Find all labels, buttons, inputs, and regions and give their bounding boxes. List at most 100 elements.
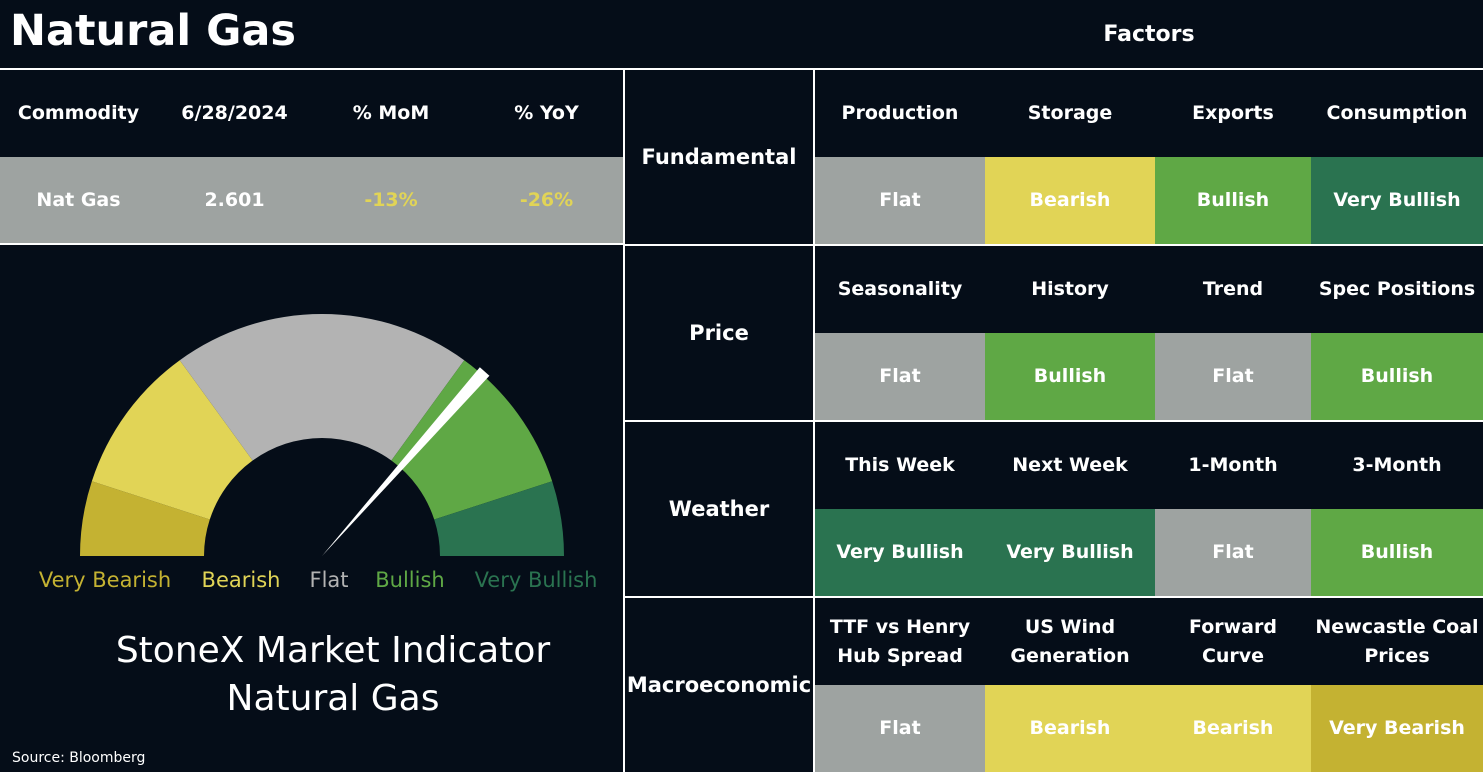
category-cell: Weather	[625, 422, 813, 596]
factor-signal-cell: Bearish	[985, 685, 1155, 772]
factor-signal-cell: Flat	[815, 333, 985, 420]
factor-name-cell: 1-Month	[1155, 422, 1311, 509]
factor-signal: Flat	[879, 717, 921, 739]
factor-signal-cell: Flat	[815, 685, 985, 772]
factor-name: 1-Month	[1188, 454, 1278, 476]
table-header-cell: % MoM	[312, 70, 470, 157]
factor-name: Seasonality	[837, 278, 963, 300]
category-cell: Price	[625, 246, 813, 420]
factor-signal-cell: Bearish	[1155, 685, 1311, 772]
indicator-title: Natural Gas	[227, 678, 440, 719]
factor-name: Newcastle Coal	[1315, 615, 1479, 638]
factor-name-cell: Newcastle Coal Prices	[1311, 598, 1483, 685]
gauge-needle	[322, 367, 490, 556]
factor-signal-cell: Very Bearish	[1311, 685, 1483, 772]
factor-name-cell: This Week	[815, 422, 985, 509]
factor-signal-cell: Very Bullish	[985, 509, 1155, 596]
factor-signal: Flat	[879, 189, 921, 211]
column-header: % MoM	[352, 102, 430, 124]
factor-signal-cell: Bullish	[1155, 157, 1311, 244]
gauge-label: Flat	[309, 568, 348, 592]
factor-signal-cell: Flat	[815, 157, 985, 244]
category-cell: Fundamental	[625, 70, 813, 244]
factor-name-cell: History	[985, 246, 1155, 333]
gauge-label: Bullish	[375, 568, 444, 592]
gauge: StoneX Market Indicator Natural Gas Sour…	[12, 314, 598, 766]
factor-signal: Very Bullish	[836, 541, 964, 563]
factor-name: Generation	[1010, 644, 1130, 667]
gauge-segment	[434, 481, 564, 556]
table-cell: 2.601	[157, 157, 312, 243]
factor-signal: Very Bullish	[1333, 189, 1461, 211]
column-header: Commodity	[17, 102, 140, 124]
factor-name-cell: Consumption	[1311, 70, 1483, 157]
column-header: 6/28/2024	[181, 102, 288, 124]
gauge-segment	[80, 481, 210, 556]
factor-signal: Flat	[1212, 541, 1254, 563]
factor-signal-cell: Flat	[1155, 333, 1311, 420]
category-label: Price	[689, 320, 749, 345]
page-title: Natural Gas	[10, 6, 297, 56]
factor-name-cell: Seasonality	[815, 246, 985, 333]
category-label: Weather	[668, 496, 770, 521]
factors-title: Factors	[1103, 21, 1195, 47]
column-header: % YoY	[514, 102, 579, 124]
factor-name: Spec Positions	[1318, 278, 1476, 300]
gauge-segment	[91, 360, 253, 520]
source: Source: Bloomberg	[12, 750, 145, 766]
factor-name-cell: Storage	[985, 70, 1155, 157]
header-bar	[0, 0, 1483, 68]
factor-name: Next Week	[1012, 454, 1128, 476]
gauge-segment	[391, 360, 553, 520]
factor-signal: Flat	[879, 365, 921, 387]
factor-name-cell: US Wind Generation	[985, 598, 1155, 685]
table-header-cell: % YoY	[470, 70, 623, 157]
factor-name: Exports	[1192, 102, 1274, 124]
factor-name-cell: 3-Month	[1311, 422, 1483, 509]
factor-signal-cell: Bullish	[1311, 333, 1483, 420]
category-label: Fundamental	[641, 144, 797, 169]
factor-name: This Week	[845, 454, 955, 476]
factor-signal: Bullish	[1033, 365, 1107, 387]
gauge-label: Very Bearish	[39, 568, 171, 592]
cell-value: 2.601	[204, 188, 265, 211]
factor-name-cell: Next Week	[985, 422, 1155, 509]
factor-signal: Bearish	[1192, 717, 1274, 739]
factor-name: Hub Spread	[837, 644, 963, 667]
factor-name: History	[1031, 278, 1109, 300]
factor-signal: Very Bullish	[1006, 541, 1134, 563]
category-cell: Macroeconomic	[625, 598, 813, 772]
factor-signal: Bullish	[1196, 189, 1270, 211]
cell-value: -26%	[519, 188, 574, 211]
table-cell: -13%	[312, 157, 470, 243]
factor-signal-cell: Bullish	[985, 333, 1155, 420]
table-cell: Nat Gas	[0, 157, 157, 243]
factor-signal: Bullish	[1360, 365, 1434, 387]
factor-signal: Bearish	[1029, 189, 1111, 211]
cell-value: -13%	[364, 188, 418, 211]
factor-name: TTF vs Henry	[829, 615, 971, 638]
factor-signal: Very Bearish	[1329, 717, 1465, 739]
factor-name: Production	[841, 102, 959, 124]
factor-signal-cell: Bearish	[985, 157, 1155, 244]
category-label: Macroeconomic	[626, 672, 812, 697]
factor-name: Storage	[1027, 102, 1113, 124]
factor-signal-cell: Very Bullish	[1311, 157, 1483, 244]
factor-signal: Flat	[1212, 365, 1254, 387]
factor-signal: Bullish	[1360, 541, 1434, 563]
factor-signal: Bearish	[1029, 717, 1111, 739]
factor-name: 3-Month	[1352, 454, 1442, 476]
factor-name: US Wind	[1024, 615, 1116, 638]
factor-signal-cell: Flat	[1155, 509, 1311, 596]
factor-name-cell: Trend	[1155, 246, 1311, 333]
factor-name: Consumption	[1326, 102, 1468, 124]
factor-name-cell: Spec Positions	[1311, 246, 1483, 333]
gauge-label: Very Bullish	[475, 568, 598, 592]
table-header-cell: 6/28/2024	[157, 70, 312, 157]
factor-name: Prices	[1364, 644, 1430, 667]
factor-name-cell: TTF vs Henry Hub Spread	[815, 598, 985, 685]
factor-signal-cell: Bullish	[1311, 509, 1483, 596]
factor-name: Forward	[1189, 615, 1277, 638]
gauge-segment	[179, 314, 465, 461]
